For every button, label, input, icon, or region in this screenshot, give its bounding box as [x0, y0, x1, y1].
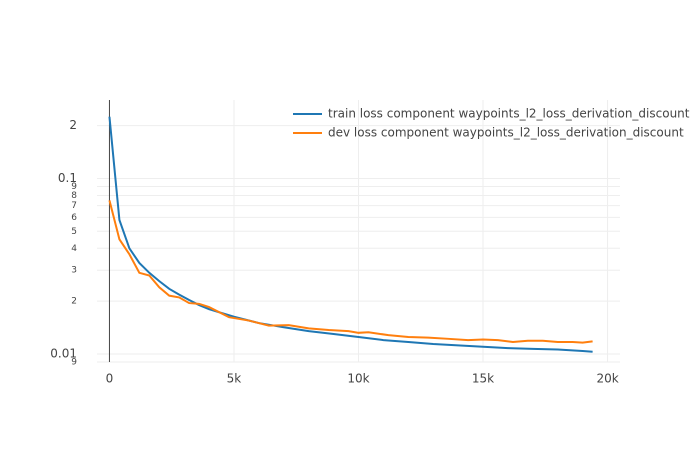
- x-tick-label: 0: [106, 372, 114, 386]
- x-tick-label: 15k: [472, 372, 494, 386]
- legend-label: dev loss component waypoints_l2_loss_der…: [328, 126, 684, 140]
- y-tick-label: 2: [69, 118, 77, 132]
- series-line: [108, 116, 593, 353]
- y-tick-label: 8: [71, 191, 77, 201]
- y-tick-label: 6: [71, 213, 77, 223]
- legend-label: train loss component waypoints_l2_loss_d…: [328, 107, 690, 121]
- y-tick-label: 3: [71, 266, 77, 276]
- y-tick-label: 7: [71, 201, 77, 211]
- y-tick-label: 4: [71, 244, 77, 254]
- y-tick-label: 2: [71, 297, 77, 307]
- series-line: [108, 200, 593, 344]
- x-tick-label: 20k: [596, 372, 618, 386]
- y-tick-label: 0.1: [58, 171, 77, 185]
- y-tick-label: 9: [71, 182, 77, 192]
- x-tick-label: 5k: [227, 372, 242, 386]
- y-tick-label: 9: [71, 358, 77, 368]
- x-tick-label: 10k: [347, 372, 369, 386]
- y-tick-label: 0.01: [50, 346, 77, 360]
- y-tick-label: 5: [71, 227, 77, 237]
